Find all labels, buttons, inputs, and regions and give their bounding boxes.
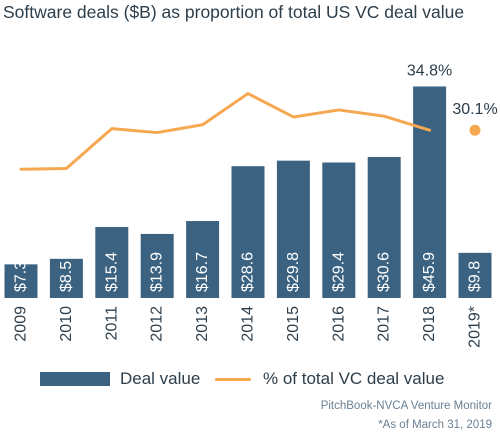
bar-2013 (186, 221, 220, 298)
x-tick-label: 2009 (13, 306, 30, 342)
legend-swatch-line (215, 377, 251, 381)
bar-2009 (4, 264, 38, 298)
bar-2014 (231, 166, 265, 298)
x-tick-label: 2016 (330, 306, 347, 342)
bar-value-label: $30.6 (376, 252, 393, 292)
bar-value-label: $13.9 (149, 252, 166, 292)
bar-value-label: $8.5 (58, 261, 75, 292)
x-tick-label: 2010 (58, 306, 75, 342)
annotation-label: 30.1% (452, 101, 497, 118)
bar-2017 (367, 156, 401, 298)
percent-line (19, 92, 432, 171)
legend-swatch-bar (40, 372, 110, 386)
bar-2018 (413, 86, 447, 298)
bar-value-label: $9.8 (467, 261, 484, 292)
x-tick-label: 2014 (240, 306, 257, 342)
bar-2019 (458, 252, 492, 298)
x-tick-label: 2011 (103, 306, 120, 341)
bar-2012 (140, 233, 174, 298)
bar-value-label: $16.7 (194, 252, 211, 292)
bar-value-label: $28.6 (240, 252, 257, 292)
x-tick-label: 2012 (149, 306, 166, 342)
legend-label-deal-value: Deal value (120, 369, 201, 388)
bar-value-label: $45.9 (421, 252, 438, 292)
source-credit: PitchBook-NVCA Venture Monitor (320, 400, 492, 412)
chart-title: Software deals ($B) as proportion of tot… (3, 2, 465, 22)
x-tick-label: 2013 (194, 306, 211, 342)
legend-item-percent: % of total VC deal value (215, 369, 444, 389)
bar-2010 (49, 258, 83, 298)
bar-value-label: $15.4 (103, 252, 120, 292)
percent-point-2019 (469, 124, 481, 136)
x-tick-label: 2019* (467, 306, 484, 348)
bar-value-label: $29.8 (285, 252, 302, 292)
bar-value-label: $29.4 (330, 252, 347, 292)
chart-canvas: $7.3 2009 $8.5 2010 $15.4 2011 $13.9 2012 $16.7 2… (4, 62, 498, 348)
bar-value-label: $7.3 (13, 261, 30, 292)
legend-item-deal-value: Deal value (40, 369, 200, 389)
annotation-label: 34.8% (407, 62, 452, 79)
bar-2016 (322, 162, 356, 298)
chart-legend: Deal value % of total VC deal value (0, 365, 500, 395)
x-tick-label: 2015 (285, 306, 302, 342)
bar-2011 (95, 227, 129, 298)
legend-label-percent: % of total VC deal value (263, 369, 445, 388)
x-tick-label: 2018 (421, 306, 438, 342)
x-tick-label: 2017 (376, 306, 393, 342)
footnote: *As of March 31, 2019 (378, 419, 492, 431)
bar-2015 (276, 160, 310, 298)
